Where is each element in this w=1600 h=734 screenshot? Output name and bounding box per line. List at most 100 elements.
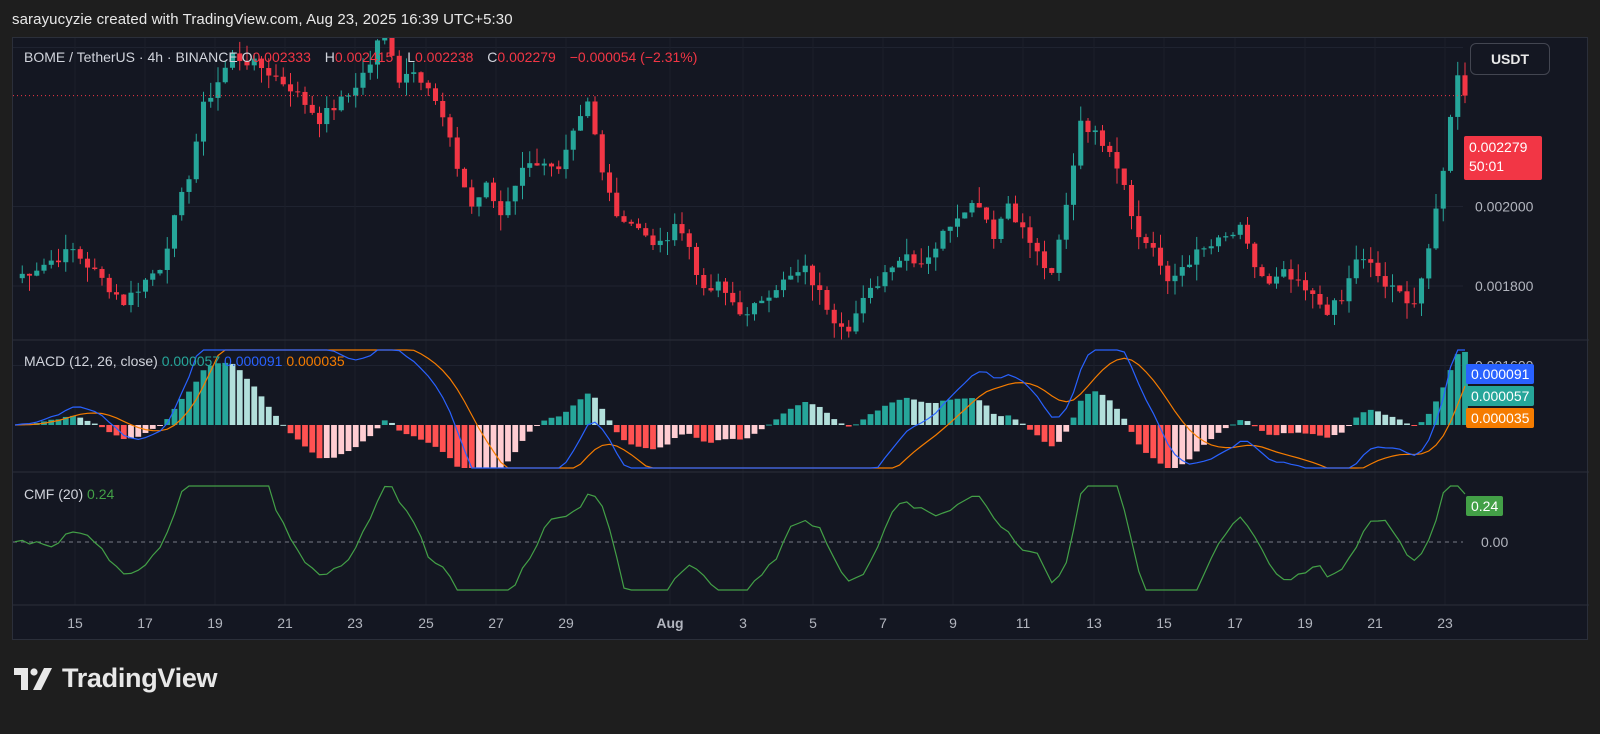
macd-histogram-bar [1462, 351, 1468, 425]
macd-histogram-bar [853, 424, 859, 426]
candle-body [875, 286, 881, 288]
macd-histogram-bar [1164, 425, 1171, 468]
candle-body [730, 292, 736, 303]
macd-histogram-bar [911, 399, 917, 425]
candle-body [1165, 265, 1171, 282]
candle-body [1317, 293, 1323, 305]
time-axis-label: 19 [1297, 615, 1313, 631]
cmf-value-tag: 0.24 [1466, 496, 1504, 516]
candle-body [672, 224, 678, 241]
candle-body [853, 313, 859, 332]
macd-histogram-bar [700, 425, 707, 442]
time-axis-label: 17 [1227, 615, 1243, 631]
macd-legend[interactable]: MACD (12, 26, close) 0.000057 0.000091 0… [24, 353, 345, 369]
symbol-title[interactable]: BOME / TetherUS · 4h · BINANCE [24, 49, 238, 65]
macd-histogram-bar [287, 425, 294, 434]
candle-body [26, 273, 33, 276]
candle-body [469, 187, 475, 207]
macd-histogram-bar [120, 425, 127, 440]
cmf-legend[interactable]: CMF (20) 0.24 [24, 486, 114, 502]
candle-body [1426, 248, 1432, 279]
macd-histogram-bar [577, 399, 584, 425]
candle-body [157, 269, 163, 274]
candle-body [976, 203, 982, 208]
macd-histogram-bar [737, 425, 743, 440]
candle-body [788, 275, 794, 280]
candle-body [621, 216, 627, 222]
candle-body [548, 163, 555, 167]
candle-body [258, 58, 265, 69]
time-axis: 15 17 19 21 23 25 27 29 Aug 3 5 7 9 11 13 15 17 19 21 23 [67, 615, 1453, 631]
candle-body [1215, 237, 1222, 247]
candle-body [737, 302, 743, 315]
macd-histogram-bar [1244, 421, 1251, 425]
candle-body [1433, 208, 1439, 249]
symbol-legend[interactable]: BOME / TetherUS · 4h · BINANCE O0.002333… [24, 49, 707, 65]
candle-body [447, 117, 453, 138]
macd-histogram-bar [773, 419, 780, 425]
candle-body [570, 130, 576, 150]
macd-histogram-bar [845, 425, 852, 427]
macd-histogram-bar [1418, 422, 1425, 425]
macd-histogram-bar [200, 370, 207, 425]
open-label: O [241, 49, 253, 65]
candle-body [701, 274, 707, 289]
macd-histogram-bar [1114, 408, 1120, 425]
candle-body [831, 309, 837, 324]
currency-button[interactable]: USDT [1470, 43, 1550, 75]
macd-histogram-value: 0.000057 [161, 353, 221, 369]
macd-histogram-bar [490, 425, 497, 468]
macd-histogram-bar [563, 411, 569, 425]
tradingview-logo[interactable]: TradingView [14, 663, 218, 694]
candle-body [693, 246, 700, 275]
candle-body [1027, 227, 1033, 243]
macd-histogram-bar [468, 425, 475, 468]
candle-body [1063, 204, 1069, 240]
cmf-title[interactable]: CMF (20) [24, 486, 84, 502]
candle-body [1107, 145, 1113, 153]
candle-body [867, 287, 874, 298]
candle-body [476, 197, 482, 207]
macd-histogram-bar [1121, 418, 1128, 425]
candle-body [657, 240, 663, 246]
macd-histogram-bar [686, 425, 693, 434]
macd-histogram-bar [1367, 409, 1374, 425]
macd-histogram-bar [1150, 425, 1157, 459]
macd-histogram-bar [1382, 414, 1389, 425]
macd-histogram-bar [708, 425, 714, 443]
candle-body [77, 249, 83, 259]
candle-body [353, 87, 359, 96]
candle-body [505, 201, 511, 216]
macd-title[interactable]: MACD (12, 26, close) [24, 353, 158, 369]
candle-body [92, 267, 98, 270]
candle-body [208, 97, 214, 102]
open-value: 0.002333 [252, 49, 311, 65]
time-axis-label: 9 [949, 615, 957, 631]
candle-body [1070, 165, 1077, 205]
candle-body [635, 223, 642, 229]
macd-histogram-bar [838, 423, 845, 425]
macd-histogram-bar [1360, 412, 1367, 425]
candle-body [860, 297, 866, 314]
macd-histogram-bar [1396, 419, 1403, 425]
macd-histogram-bar [918, 401, 925, 425]
candle-body [483, 182, 489, 198]
candle-body [498, 201, 504, 216]
macd-histogram-bar [1215, 425, 1222, 433]
macd-histogram-bar [1208, 425, 1215, 440]
macd-histogram-bar [969, 398, 975, 425]
macd-histogram-bar [432, 425, 439, 447]
macd-histogram-bar [222, 362, 229, 425]
candle-body [1447, 116, 1454, 171]
macd-histogram-bar [570, 405, 577, 425]
candle-body [316, 112, 323, 125]
last-price-value: 0.002279 [1469, 139, 1528, 155]
macd-histogram-bar [940, 400, 946, 425]
macd-histogram-bar [316, 425, 323, 459]
macd-histogram-bar [258, 396, 265, 425]
candle-body [41, 264, 47, 271]
macd-histogram-bar [1440, 387, 1447, 425]
macd-histogram-bar [1454, 354, 1461, 425]
